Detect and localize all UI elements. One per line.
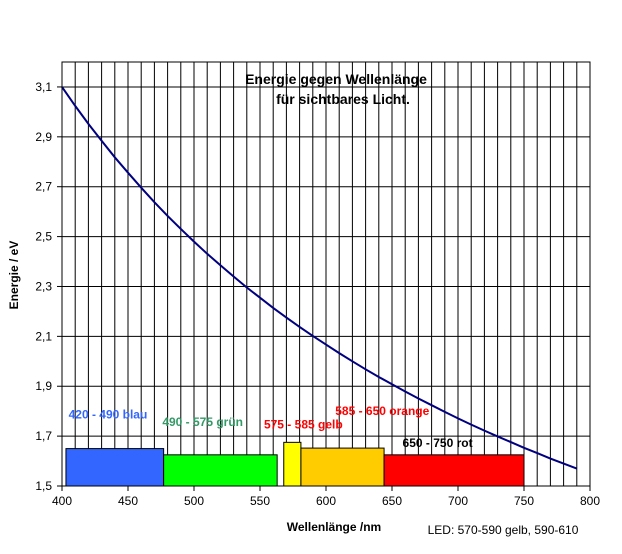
x-tick-label: 600 <box>316 494 336 508</box>
x-tick-label: 450 <box>118 494 138 508</box>
color-band-bar <box>163 454 278 487</box>
x-axis-label: Wellenlänge /nm <box>287 520 381 534</box>
y-tick-label: 2,7 <box>35 180 52 194</box>
color-band-bar <box>383 454 525 487</box>
x-tick-label: 750 <box>514 494 534 508</box>
x-tick-label: 800 <box>580 494 600 508</box>
x-tick-label: 650 <box>382 494 402 508</box>
y-tick-label: 2,5 <box>35 230 52 244</box>
footnote: LED: 570-590 gelb, 590-610 <box>428 523 579 537</box>
y-tick-label: 3,1 <box>35 80 52 94</box>
series-group <box>61 86 578 470</box>
chart-title-line-1: Energie gegen Wellenlänge <box>245 71 427 87</box>
y-tick-labels: 1,5 1,7 1,9 2,1 2,3 2,5 2,7 2,9 3,1 <box>35 80 52 493</box>
chart-title-line-2: für sichtbares Licht. <box>276 91 410 107</box>
band-label: 650 - 750 rot <box>403 436 473 450</box>
color-band-bar <box>283 441 302 487</box>
color-band-bar <box>65 448 165 487</box>
y-tick-label: 1,9 <box>35 379 52 393</box>
y-axis-label: Energie / eV <box>7 241 21 310</box>
color-band-bar <box>300 447 385 487</box>
x-tick-label: 550 <box>250 494 270 508</box>
grid-lines <box>62 62 590 487</box>
x-tick-label: 500 <box>184 494 204 508</box>
band-label: 575 - 585 gelb <box>264 418 343 432</box>
y-tick-label: 2,1 <box>35 329 52 343</box>
axes <box>57 61 591 491</box>
y-tick-label: 2,3 <box>35 279 52 293</box>
y-tick-label: 1,7 <box>35 429 52 443</box>
energy-curve-line <box>61 86 578 470</box>
x-tick-label: 400 <box>52 494 72 508</box>
band-label: 490 - 575 grün <box>162 415 243 429</box>
y-tick-label: 1,5 <box>35 479 52 493</box>
x-tick-labels: 400 450 500 550 600 650 700 750 800 <box>52 494 600 508</box>
band-label: 585 - 650 orange <box>335 404 429 418</box>
y-tick-label: 2,9 <box>35 130 52 144</box>
x-tick-label: 700 <box>448 494 468 508</box>
band-labels: 420 - 490 blau 490 - 575 grün 575 - 585 ge… <box>69 404 473 450</box>
color-bands <box>65 441 525 487</box>
band-label: 420 - 490 blau <box>69 408 148 422</box>
